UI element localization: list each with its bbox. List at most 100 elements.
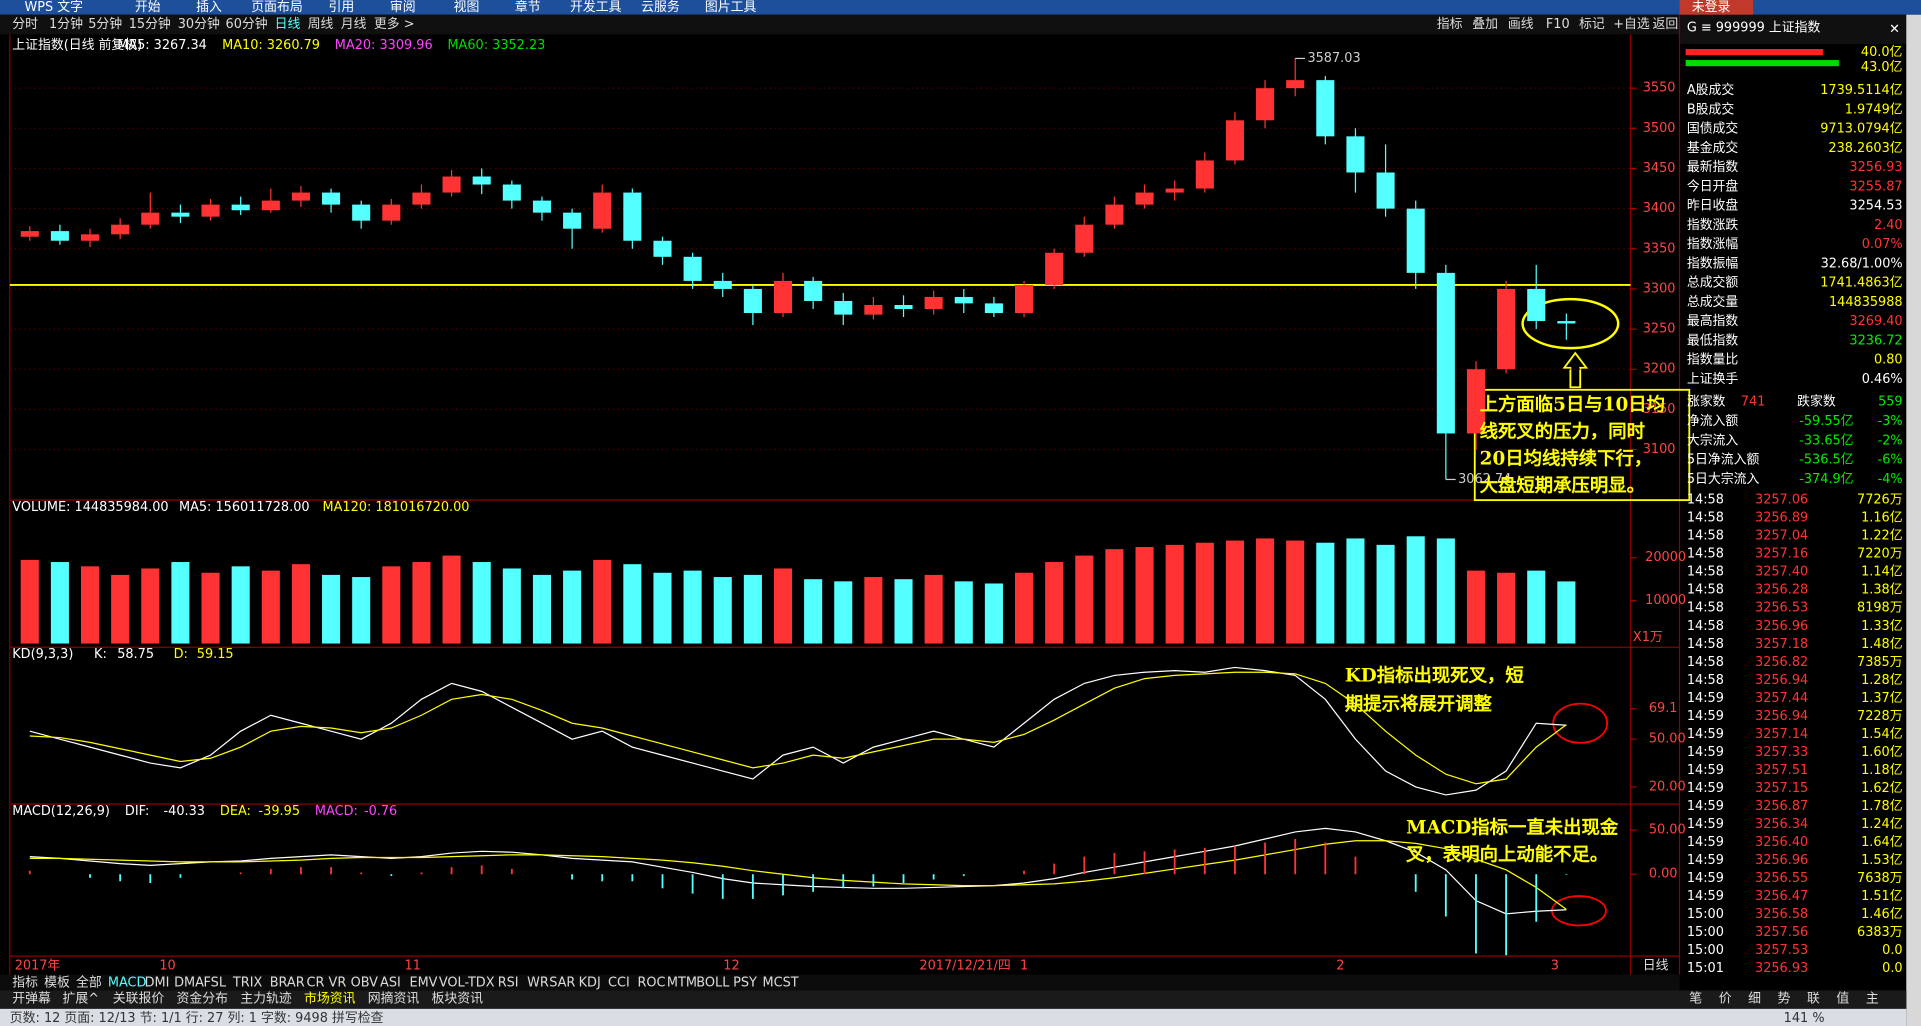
login-badge[interactable] [1679,0,1754,15]
info-tab[interactable]: 关联报价 [113,992,165,1007]
indicator-tab[interactable]: WR [527,976,549,991]
tick-price: 3256.53 [1755,601,1808,616]
scrollbar[interactable] [1906,14,1921,1026]
indicator-tab[interactable]: 全部 [76,975,102,991]
menu-item[interactable]: 图片工具 [705,0,757,15]
menu-item[interactable]: 开始 [135,0,161,15]
indicator-tab[interactable]: KDJ [579,976,601,991]
panel-tab[interactable]: 细 [1748,992,1761,1007]
candle-body [1557,321,1576,324]
quote-label: 上证换手 [1687,372,1739,387]
candle-body [1316,80,1335,137]
info-tab[interactable]: 网摘资讯 [368,991,420,1007]
period-tab[interactable]: 30分钟 [178,16,220,32]
period-tab[interactable]: 日线 [275,17,301,32]
tool-button[interactable]: 叠加 [1472,17,1498,32]
volume-bar [352,577,371,644]
indicator-tab[interactable]: EMV [409,976,437,991]
indicator-tab[interactable]: CCI [608,976,630,991]
volume-bar [894,579,913,644]
breadth-text: 559 [1878,395,1903,410]
quote-value: 0.07% [1862,237,1903,252]
menu-item[interactable]: 页面布局 [251,0,302,15]
candle-body [1045,252,1064,285]
indicator-tab[interactable]: BOLL [696,976,730,991]
tick-volume: 1.22亿 [1861,529,1903,544]
indicator-tab[interactable]: FSL [204,976,227,991]
tick-time: 14:58 [1687,583,1724,598]
indicator-header: MA20: 3309.96 [335,38,433,53]
status-text: 页数: 12 页面: 12/13 节: 1/1 行: 27 列: 1 字数: 9… [10,1010,384,1026]
menu-item[interactable]: 插入 [196,0,222,15]
indicator-tab[interactable]: TRIX [232,976,263,991]
indicator-tab[interactable]: CR [306,976,324,991]
tool-button[interactable]: F10 [1546,17,1570,32]
bottom-tabs [0,990,1907,1009]
indicator-tab[interactable]: OBV [351,976,379,991]
extreme-label: 3062.74 [1458,472,1511,487]
panel-tab[interactable]: 联 [1807,992,1820,1007]
tick-time: 14:59 [1687,889,1724,904]
info-tab[interactable]: 资金分布 [177,991,229,1007]
panel-tab[interactable]: 主 [1866,992,1879,1007]
period-tab[interactable]: 1分钟 [49,16,83,32]
panel-tab[interactable]: 笔 [1689,991,1702,1007]
info-tab[interactable]: 主力轨迹 [240,992,292,1007]
tool-button[interactable]: 标记 [1579,17,1605,32]
panel-tab[interactable]: 值 [1836,991,1849,1007]
period-tab[interactable]: 周线 [308,17,334,32]
info-tab[interactable]: 市场资讯 [304,991,356,1007]
menu-item[interactable]: WPS 文字 [25,0,83,15]
panel-tab[interactable]: 势 [1778,991,1791,1007]
candle-body [653,240,672,257]
indicator-tab[interactable]: RSI [498,976,519,991]
indicator-tab[interactable]: DMI [145,976,170,991]
volume-bar [683,570,702,644]
menu-item[interactable]: 章节 [515,0,541,15]
period-tab[interactable]: 分时 [12,17,38,32]
close-button[interactable]: ✕ [1889,22,1900,37]
tool-button[interactable]: 指标 [1437,17,1463,32]
tool-button[interactable]: 画线 [1508,17,1534,32]
menu-item[interactable]: 未登录 [1692,0,1731,15]
tool-button[interactable]: +自选 [1613,17,1650,32]
period-tab[interactable]: 5分钟 [88,16,122,32]
indicator-tab[interactable]: DMA [174,976,204,991]
panel-title: G ≡ 999999 上证指数 [1687,21,1821,36]
indicator-tab[interactable]: VR [329,976,347,991]
tick-price: 3256.89 [1755,511,1808,526]
indicator-tab[interactable]: VOL-TDX [439,976,495,991]
menu-item[interactable]: 云服务 [641,0,680,15]
menu-item[interactable]: 审阅 [390,0,416,15]
menu-item[interactable]: 视图 [454,0,480,15]
annotation-text: KD指标出现死叉，短 [1345,665,1524,687]
panel-tab[interactable]: 价 [1719,992,1732,1007]
quote-label: B股成交 [1687,101,1735,117]
indicator-tab[interactable]: BRAR [270,976,305,991]
volume-bar [1346,538,1365,644]
indicator-tab[interactable]: MACD [108,976,147,991]
tick-time: 14:58 [1687,601,1724,616]
indicator-tab[interactable]: 指标 [12,976,38,991]
menu-item[interactable]: 引用 [329,0,355,15]
info-tab[interactable]: 开弹幕 [12,992,51,1007]
indicator-tab[interactable]: MTM [667,976,697,991]
indicator-tab[interactable]: MCST [763,976,799,991]
indicator-tab[interactable]: 模板 [44,976,70,991]
info-tab[interactable]: 扩展^ [63,992,100,1007]
info-tab[interactable]: 板块资讯 [432,992,484,1007]
menu-item[interactable]: 开发工具 [570,0,622,15]
tick-time: 14:58 [1687,619,1724,634]
indicator-tab[interactable]: PSY [733,976,757,991]
indicator-tab[interactable]: ASI [380,976,401,991]
period-tab[interactable]: 月线 [341,17,367,32]
tick-time: 14:58 [1687,673,1724,688]
candle-body [291,192,310,201]
period-tab[interactable]: 60分钟 [226,16,268,32]
tool-button[interactable]: 返回 [1653,17,1679,32]
tick-volume: 1.14亿 [1861,565,1903,580]
period-tab[interactable]: 更多 > [374,17,415,32]
period-tab[interactable]: 15分钟 [129,16,171,32]
indicator-tab[interactable]: ROC [637,976,665,991]
indicator-tab[interactable]: SAR [549,976,575,991]
